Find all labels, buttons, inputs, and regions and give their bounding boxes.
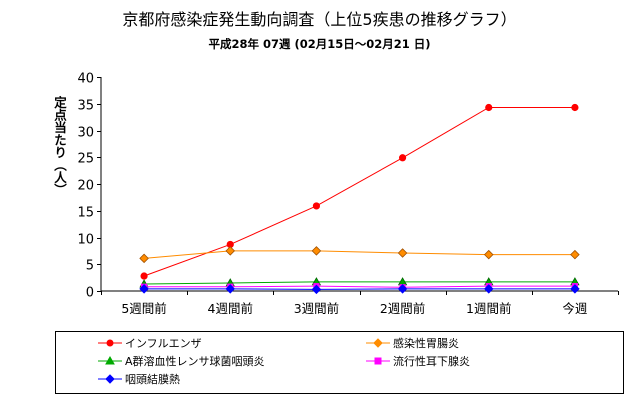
legend-swatch: [98, 356, 122, 365]
y-tick-label: 25: [77, 152, 94, 167]
series-4-point: [570, 284, 580, 294]
series-0-point: [312, 202, 321, 210]
legend-label: インフルエンザ: [125, 337, 202, 350]
series-1-point: [311, 246, 322, 256]
legend-label: A群溶血性レンサ球菌咽頭炎: [125, 355, 265, 368]
series-line-4: [144, 288, 575, 290]
series-line-3: [144, 285, 575, 288]
x-tick-label: 3週間前: [294, 301, 339, 316]
series-4-point: [225, 284, 236, 294]
legend-item: 流行性耳下腺炎: [366, 354, 470, 368]
legend-item: インフルエンザ: [98, 336, 202, 350]
y-tick-label: 10: [77, 233, 94, 248]
series-4-point: [311, 284, 322, 295]
legend-swatch: [366, 357, 390, 365]
legend-swatch: [366, 338, 390, 348]
legend-item: 感染性胃腸炎: [366, 336, 459, 350]
series-line-2: [144, 281, 575, 285]
series-line-1: [144, 250, 575, 259]
series-4-point: [139, 284, 149, 294]
series-0-point: [140, 272, 148, 280]
y-tick-label: 15: [77, 206, 94, 221]
x-tick-label: 1週間前: [466, 301, 511, 316]
series-0-point: [485, 103, 493, 112]
series-1-point: [570, 249, 580, 260]
x-tick-label: 4週間前: [208, 301, 253, 316]
legend-swatch: [98, 374, 122, 384]
series-line-0: [143, 106, 575, 277]
series-1-point: [397, 248, 408, 258]
legend-item: A群溶血性レンサ球菌咽頭炎: [98, 354, 265, 368]
series-0-point: [571, 103, 579, 112]
y-tick-label: 40: [77, 72, 94, 87]
series-4-point: [483, 284, 494, 294]
y-tick-label: 35: [77, 99, 94, 114]
series-4-point: [397, 284, 408, 294]
chart-subtitle: 平成28年 07週 (02月15日～02月21 日): [208, 37, 431, 51]
legend-label: 咽頭結膜熱: [125, 373, 180, 386]
series-0-point: [398, 154, 407, 162]
series-1-point: [139, 253, 149, 264]
x-tick-label: 今週: [562, 301, 588, 316]
series-1-point: [225, 246, 236, 256]
y-axis-label: 定点当たり（人）: [52, 96, 67, 196]
y-tick-label: 0: [86, 286, 94, 301]
legend-label: 流行性耳下腺炎: [393, 355, 470, 368]
y-tick-label: 30: [77, 126, 94, 141]
x-tick-label: 2週間前: [380, 301, 425, 316]
x-tick-label: 5週間前: [121, 301, 166, 316]
chart-title: 京都府感染症発生動向調査（上位5疾患の推移グラフ）: [122, 10, 517, 29]
legend-swatch: [98, 339, 122, 347]
chart-legend: インフルエンザ 感染性胃腸炎 A群溶血性レンサ球菌咽頭炎 流行性耳下腺炎咽頭結膜熱: [55, 331, 624, 394]
y-tick-label: 5: [86, 259, 94, 274]
legend-label: 感染性胃腸炎: [393, 337, 459, 350]
series-1-point: [483, 249, 494, 260]
legend-item: 咽頭結膜熱: [98, 372, 180, 386]
y-tick-label: 20: [77, 179, 94, 194]
line-chart: 0 5 10 15 20 25 30 35 40 5週間前 4週間前 3週間前 2週間前 1週間前 今週: [77, 72, 619, 316]
